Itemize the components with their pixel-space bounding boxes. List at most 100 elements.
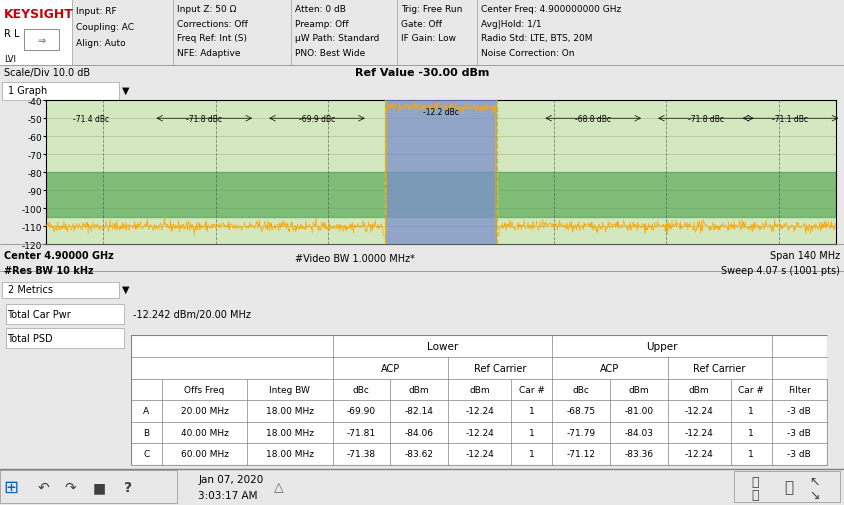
Text: Center Freq: 4.900000000 GHz: Center Freq: 4.900000000 GHz: [481, 5, 621, 14]
Text: Jan 07, 2020: Jan 07, 2020: [198, 474, 263, 484]
Text: 1: 1: [528, 449, 534, 459]
Text: ⌗: ⌗: [752, 488, 759, 500]
Bar: [0, 471, 177, 503]
Text: dBm: dBm: [689, 385, 710, 394]
Text: -71.8 dBc: -71.8 dBc: [688, 115, 724, 124]
Text: Ref Carrier: Ref Carrier: [474, 363, 527, 373]
Text: -68.8 dBc: -68.8 dBc: [575, 115, 611, 124]
Text: Car #: Car #: [519, 385, 544, 394]
Text: ↶: ↶: [38, 480, 50, 494]
Text: -71.12: -71.12: [566, 449, 595, 459]
Text: Gate: Off: Gate: Off: [401, 20, 442, 29]
Text: -71.81: -71.81: [347, 428, 376, 437]
Text: Center 4.90000 GHz: Center 4.90000 GHz: [4, 250, 114, 260]
Text: Total PSD: Total PSD: [8, 333, 53, 343]
Text: dBc: dBc: [353, 385, 370, 394]
Text: ⌖: ⌖: [752, 475, 759, 488]
Text: Scale/Div 10.0 dB: Scale/Div 10.0 dB: [4, 68, 90, 78]
Text: 18.00 MHz: 18.00 MHz: [266, 407, 314, 416]
Text: µW Path: Standard: µW Path: Standard: [295, 34, 380, 43]
Bar: [734, 472, 840, 502]
Text: 3:03:17 AM: 3:03:17 AM: [198, 490, 257, 500]
Text: Corrections: Off: Corrections: Off: [177, 20, 248, 29]
Text: 1: 1: [749, 428, 754, 437]
Text: IF Gain: Low: IF Gain: Low: [401, 34, 456, 43]
Text: -81.00: -81.00: [625, 407, 653, 416]
Text: Ref Carrier: Ref Carrier: [694, 363, 746, 373]
Text: ↖: ↖: [809, 475, 820, 488]
Text: 2 Metrics: 2 Metrics: [8, 284, 53, 294]
Text: ▼: ▼: [122, 284, 129, 294]
Text: -71.1 dBc: -71.1 dBc: [772, 115, 809, 124]
Text: A: A: [143, 407, 149, 416]
Text: LVI: LVI: [4, 55, 16, 64]
Text: -71.38: -71.38: [347, 449, 376, 459]
Text: #Video BW 1.0000 MHz*: #Video BW 1.0000 MHz*: [295, 254, 414, 263]
Text: ⤢: ⤢: [785, 479, 793, 494]
Text: ↷: ↷: [64, 480, 76, 494]
Text: dBm: dBm: [409, 385, 430, 394]
Text: Upper: Upper: [646, 341, 678, 351]
Text: ▼: ▼: [122, 86, 129, 96]
Text: C: C: [143, 449, 149, 459]
Bar: [46, 173, 836, 218]
Text: -12.24: -12.24: [684, 428, 713, 437]
Text: 40.00 MHz: 40.00 MHz: [181, 428, 229, 437]
Bar: [0, 0, 72, 66]
Text: ACP: ACP: [600, 363, 619, 373]
Text: Input Z: 50 Ω: Input Z: 50 Ω: [177, 5, 236, 14]
Text: -12.24: -12.24: [465, 428, 494, 437]
Text: Input: RF: Input: RF: [76, 7, 116, 16]
Bar: [6, 328, 125, 348]
Text: #Res BW 10 kHz: #Res BW 10 kHz: [4, 265, 94, 275]
Text: ---: ---: [133, 333, 143, 343]
Text: ↘: ↘: [809, 488, 820, 500]
Bar: [2, 282, 119, 298]
Text: 1 Graph: 1 Graph: [8, 86, 47, 96]
Text: -12.2 dBc: -12.2 dBc: [423, 107, 459, 116]
Text: -83.62: -83.62: [405, 449, 434, 459]
Text: Trig: Free Run: Trig: Free Run: [401, 5, 463, 14]
Text: -83.36: -83.36: [625, 449, 653, 459]
Text: Avg|Hold: 1/1: Avg|Hold: 1/1: [481, 20, 542, 29]
Text: △: △: [273, 480, 284, 493]
Text: …: …: [241, 478, 257, 496]
Text: -12.24: -12.24: [684, 407, 713, 416]
Text: -12.242 dBm/20.00 MHz: -12.242 dBm/20.00 MHz: [133, 309, 251, 319]
Text: Noise Correction: On: Noise Correction: On: [481, 48, 575, 58]
Text: Total Car Pwr: Total Car Pwr: [8, 309, 71, 319]
Text: dBc: dBc: [572, 385, 589, 394]
Text: Offs Freq: Offs Freq: [185, 385, 225, 394]
Bar: [24, 30, 59, 51]
Text: Coupling: AC: Coupling: AC: [76, 23, 134, 32]
Text: -3 dB: -3 dB: [787, 407, 811, 416]
Text: -84.03: -84.03: [625, 428, 653, 437]
Text: NFE: Adaptive: NFE: Adaptive: [177, 48, 241, 58]
Bar: [385, 101, 497, 245]
Text: Align: Auto: Align: Auto: [76, 39, 126, 48]
Bar: [2, 83, 119, 101]
Text: 18.00 MHz: 18.00 MHz: [266, 428, 314, 437]
Text: dBm: dBm: [629, 385, 649, 394]
Text: Lower: Lower: [426, 341, 458, 351]
Text: Span 140 MHz: Span 140 MHz: [770, 250, 840, 260]
Text: ACP: ACP: [381, 363, 400, 373]
Text: ■: ■: [93, 480, 106, 494]
Text: -12.24: -12.24: [465, 449, 494, 459]
Text: Filter: Filter: [788, 385, 811, 394]
Text: 1: 1: [749, 407, 754, 416]
Text: Atten: 0 dB: Atten: 0 dB: [295, 5, 346, 14]
Text: 18.00 MHz: 18.00 MHz: [266, 449, 314, 459]
Bar: [6, 305, 125, 325]
Text: -71.4 dBc: -71.4 dBc: [73, 115, 110, 124]
Text: 20.00 MHz: 20.00 MHz: [181, 407, 229, 416]
Text: -71.79: -71.79: [566, 428, 596, 437]
Text: 1: 1: [528, 407, 534, 416]
Text: KEYSIGHT: KEYSIGHT: [4, 8, 74, 21]
Text: -82.14: -82.14: [405, 407, 434, 416]
Text: Ref Value -30.00 dBm: Ref Value -30.00 dBm: [354, 68, 490, 78]
Text: -3 dB: -3 dB: [787, 449, 811, 459]
Text: dBm: dBm: [469, 385, 490, 394]
Text: 60.00 MHz: 60.00 MHz: [181, 449, 229, 459]
Text: R L: R L: [4, 29, 19, 39]
